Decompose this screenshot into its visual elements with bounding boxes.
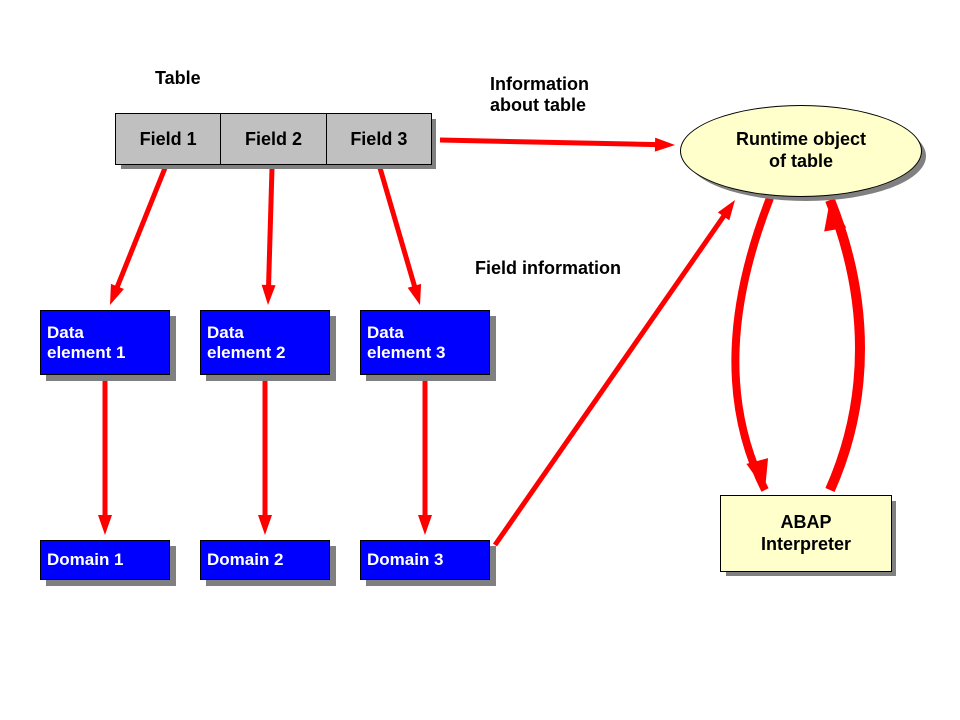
domain-2: Domain 2: [200, 540, 330, 580]
info-about-table-label: Information about table: [490, 74, 589, 116]
abap-interpreter-box: ABAP Interpreter: [720, 495, 892, 572]
table-field-1: Field 1: [116, 114, 221, 164]
table-field-2: Field 2: [221, 114, 326, 164]
data-element-1: Data element 1: [40, 310, 170, 375]
data-element-3: Data element 3: [360, 310, 490, 375]
domain-3: Domain 3: [360, 540, 490, 580]
table-title-label: Table: [155, 68, 201, 89]
data-element-2: Data element 2: [200, 310, 330, 375]
domain-1: Domain 1: [40, 540, 170, 580]
table-box: Field 1 Field 2 Field 3: [115, 113, 432, 165]
field-information-label: Field information: [475, 258, 621, 279]
runtime-object-ellipse: Runtime object of table: [680, 105, 922, 197]
table-field-3: Field 3: [327, 114, 431, 164]
